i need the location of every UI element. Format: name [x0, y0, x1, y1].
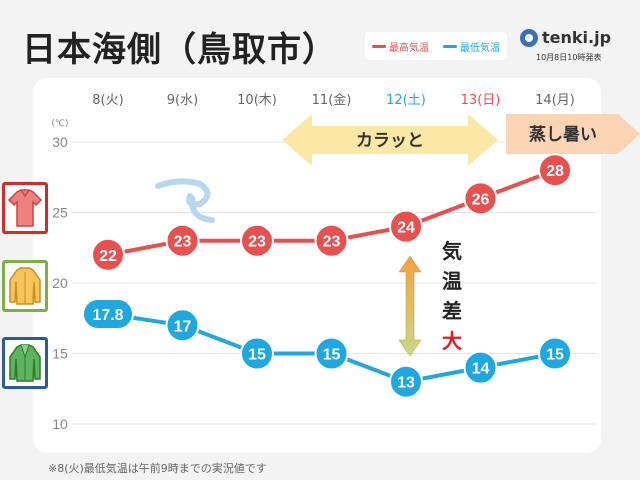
data-label: 15: [248, 347, 266, 364]
x-tick-label: 12(土): [386, 93, 426, 108]
data-point: [91, 237, 125, 272]
temp-diff-label: 気: [442, 239, 462, 263]
data-label: 22: [99, 248, 117, 265]
dry-label: カラッと: [356, 131, 424, 151]
humid-label: 蒸し暑い: [529, 125, 597, 145]
footnote: ※8(火)最低気温は午前9時までの実況値です: [48, 462, 267, 475]
legend-low: 最低気温: [443, 39, 500, 54]
data-label: 26: [472, 191, 490, 208]
y-tick-label: 20: [52, 275, 68, 291]
data-point: [240, 223, 274, 258]
publish-date: 10月8日10時発表: [536, 53, 602, 62]
legend: 最高気温 最低気温: [365, 32, 507, 60]
x-tick-label: 9(水): [167, 93, 198, 108]
data-point: [538, 336, 572, 371]
data-label: 15: [323, 347, 341, 364]
data-label: 13: [397, 375, 415, 392]
x-tick-label: 8(火): [92, 93, 123, 108]
data-point: [538, 153, 572, 188]
data-point: [389, 364, 423, 399]
cardigan-icon: [2, 337, 48, 389]
data-label: 17.8: [92, 307, 123, 324]
data-label: 14: [472, 361, 490, 378]
data-label: 17: [174, 318, 192, 335]
data-label: 28: [546, 163, 564, 180]
data-point: [240, 336, 274, 371]
temp-diff-arrow: [398, 255, 422, 357]
brand: tenki.jp: [520, 28, 611, 47]
legend-high-label: 最高気温: [389, 42, 429, 54]
x-tick-label: 14(月): [535, 93, 575, 108]
temp-diff-label: 大: [442, 329, 462, 353]
dry-arrow: [282, 114, 498, 166]
data-point: [165, 223, 200, 258]
x-tick-label: 10(木): [237, 93, 277, 108]
y-tick-label: 25: [52, 205, 68, 221]
data-point: [165, 308, 200, 343]
brand-name: tenki.jp: [542, 28, 612, 47]
tenki-logo-icon: [520, 28, 538, 47]
wind-icon: [155, 178, 215, 223]
y-tick-label: 10: [52, 416, 68, 432]
data-label: 23: [174, 234, 192, 251]
data-point: [389, 209, 423, 244]
legend-high-swatch: [372, 44, 386, 48]
data-label: 15: [546, 347, 564, 364]
x-tick-label: 11(金): [312, 92, 352, 108]
legend-low-swatch: [443, 44, 457, 48]
y-tick-label: 15: [52, 346, 68, 362]
y-tick-label: 30: [52, 134, 68, 150]
data-point: [314, 223, 349, 258]
short-sleeve-shirt-icon: [2, 182, 48, 234]
legend-low-label: 最低気温: [460, 42, 500, 54]
data-label: 23: [323, 234, 341, 251]
data-point: [82, 298, 134, 331]
data-point: [463, 181, 498, 216]
temp-diff-label: 差: [442, 299, 462, 323]
y-unit-label: (℃): [51, 119, 68, 129]
long-sleeve-shirt-icon: [2, 260, 48, 312]
legend-high: 最高気温: [372, 39, 429, 54]
humid-arrow: [506, 114, 640, 154]
page-title: 日本海側（鳥取市）: [22, 30, 337, 70]
x-tick-label: 13(日): [461, 93, 501, 108]
data-label: 23: [248, 234, 266, 251]
data-point: [463, 350, 498, 385]
temp-diff-label: 温: [442, 269, 462, 293]
data-point: [314, 336, 349, 371]
data-label: 24: [397, 220, 415, 237]
